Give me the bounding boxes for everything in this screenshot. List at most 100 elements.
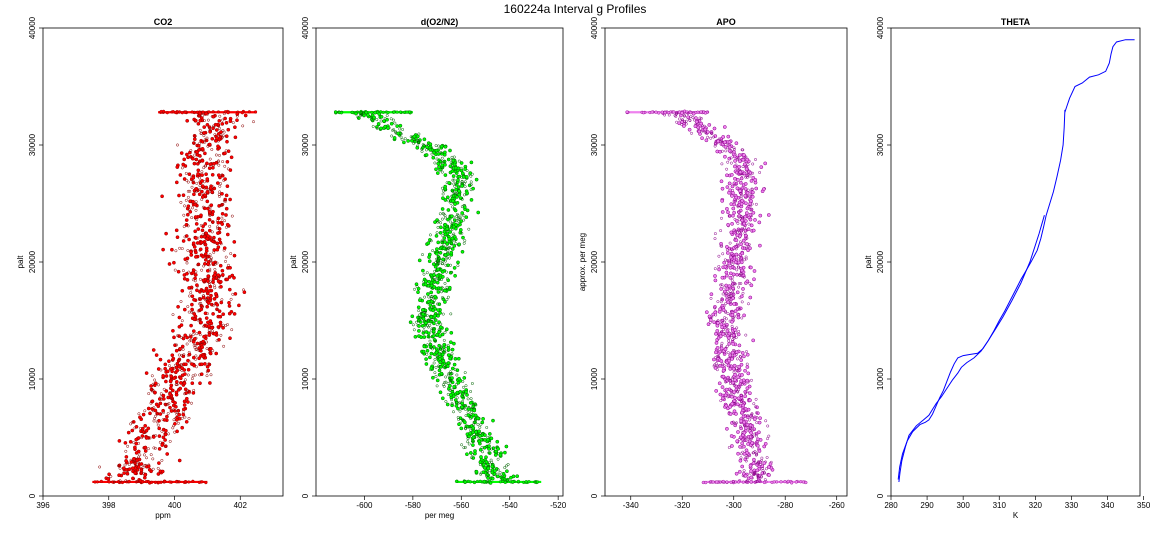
data-point <box>180 416 184 420</box>
data-point <box>472 403 476 407</box>
data-point <box>232 253 237 258</box>
data-point <box>768 462 773 466</box>
data-point <box>198 118 203 123</box>
data-point <box>211 303 215 307</box>
data-point <box>198 373 202 377</box>
data-point <box>187 270 191 274</box>
data-point <box>213 122 218 127</box>
y-tick-label: 40000 <box>301 16 310 39</box>
data-point <box>755 440 759 444</box>
data-point <box>217 193 221 196</box>
data-point <box>151 467 155 471</box>
data-point <box>196 263 200 267</box>
data-point <box>235 114 239 118</box>
data-point <box>749 265 753 270</box>
data-point <box>157 447 162 451</box>
data-point <box>686 111 690 115</box>
data-point <box>716 364 720 368</box>
data-point <box>737 469 742 474</box>
data-point <box>450 402 454 406</box>
data-point <box>235 118 239 123</box>
data-point <box>252 120 255 124</box>
data-point <box>415 134 420 139</box>
data-point <box>180 288 185 293</box>
data-point <box>446 217 450 222</box>
data-point <box>398 123 403 128</box>
y-tick-label: 40000 <box>590 16 599 39</box>
data-point <box>170 247 174 252</box>
data-point <box>435 323 439 327</box>
data-point <box>726 160 730 164</box>
data-point <box>721 368 726 373</box>
data-point <box>194 187 199 191</box>
data-point <box>201 233 205 237</box>
data-point <box>458 216 462 220</box>
data-point <box>413 138 417 142</box>
data-point <box>484 455 488 460</box>
plot-frame-theta <box>890 27 1141 497</box>
data-point <box>755 480 759 483</box>
data-point <box>751 190 755 195</box>
data-point <box>453 239 457 243</box>
plot-area-apo <box>625 109 808 485</box>
data-point <box>731 333 736 338</box>
data-point <box>713 306 717 310</box>
data-point <box>228 119 233 124</box>
data-point <box>719 322 724 327</box>
data-point <box>143 449 148 453</box>
data-point <box>157 426 162 431</box>
data-point <box>739 294 744 299</box>
data-point <box>207 110 211 114</box>
data-point <box>173 430 177 434</box>
data-point <box>682 114 686 118</box>
data-point <box>751 210 756 215</box>
data-point <box>736 204 740 208</box>
data-point <box>211 277 216 282</box>
data-point <box>706 135 710 139</box>
data-point <box>722 140 727 145</box>
data-point <box>720 210 725 214</box>
data-point <box>453 273 457 278</box>
data-point <box>450 205 454 209</box>
data-point <box>496 468 500 472</box>
data-point <box>121 466 126 471</box>
data-point <box>747 384 752 389</box>
data-point <box>760 475 763 479</box>
data-point <box>494 449 498 454</box>
data-point <box>193 215 198 219</box>
data-point <box>727 284 732 288</box>
data-point <box>217 309 222 314</box>
data-point <box>153 446 157 450</box>
data-point <box>191 329 196 333</box>
data-point <box>428 233 432 237</box>
data-point <box>186 195 190 199</box>
data-point <box>224 259 227 263</box>
data-point <box>413 287 416 291</box>
data-point <box>209 373 213 377</box>
data-point <box>209 259 213 262</box>
data-point <box>725 259 729 263</box>
data-point <box>186 400 190 404</box>
data-point <box>130 420 134 424</box>
data-point <box>750 187 754 191</box>
data-point <box>511 474 516 479</box>
data-point <box>749 208 753 212</box>
data-point <box>194 200 198 204</box>
data-point <box>194 236 198 240</box>
data-point <box>156 367 161 371</box>
x-tick-label: 398 <box>102 501 116 510</box>
data-point <box>455 401 459 405</box>
data-point <box>719 344 723 347</box>
data-point <box>132 456 136 461</box>
data-point <box>737 214 742 218</box>
data-point <box>452 362 457 367</box>
data-point <box>208 162 213 167</box>
data-point <box>755 421 759 425</box>
data-point <box>506 463 510 466</box>
data-point <box>213 332 217 336</box>
data-point <box>179 323 184 327</box>
data-point <box>184 171 188 175</box>
data-point <box>445 402 450 407</box>
data-point <box>436 313 440 318</box>
